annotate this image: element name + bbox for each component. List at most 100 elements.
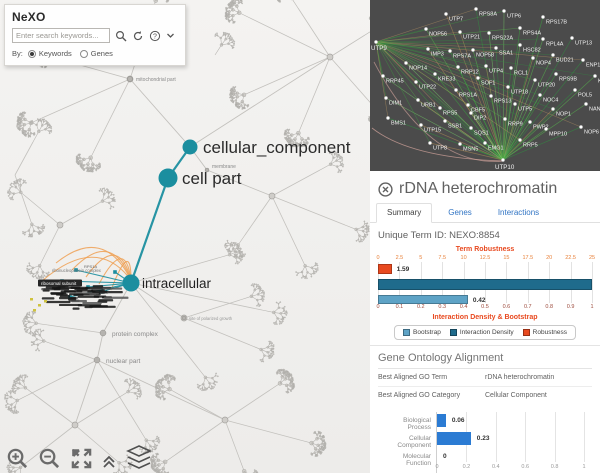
search-icon[interactable]: [115, 30, 127, 42]
gene-node-UTP5[interactable]: [513, 102, 517, 106]
radio-genes[interactable]: Genes: [79, 49, 113, 58]
gene-node-POL5[interactable]: [573, 88, 577, 92]
reset-icon[interactable]: [132, 30, 144, 42]
gene-node-UTP20[interactable]: [533, 78, 537, 82]
gene-node-DIP2[interactable]: [469, 111, 473, 115]
graph-node-intracellular[interactable]: [122, 274, 140, 292]
gene-node-EMG1[interactable]: [483, 141, 487, 145]
gene-node-UTP13[interactable]: [570, 36, 574, 40]
gene-interaction-network[interactable]: UTP9 UTP7 RPS8A UTP6 RPS17B NOP56 UTP21 RPS22A R…: [370, 0, 600, 171]
graph-node-nuclear-part[interactable]: [93, 356, 101, 364]
tab-interactions[interactable]: Interactions: [497, 208, 540, 217]
gene-node-UTP4[interactable]: [484, 64, 488, 68]
gene-node-RRP45[interactable]: [381, 74, 385, 78]
gene-node-RCL1[interactable]: [509, 66, 513, 70]
gene-node-UTP22[interactable]: [414, 80, 418, 84]
gene-label-SQS1: SQS1: [474, 131, 489, 137]
gene-node-RPS13[interactable]: [489, 94, 493, 98]
gene-node-NOP1[interactable]: [551, 107, 555, 111]
gene-node-UTP15[interactable]: [419, 123, 423, 127]
gene-node-IMP3[interactable]: [426, 47, 430, 51]
graph-node-mitochondrial-part[interactable]: [127, 76, 133, 82]
gene-node-UTP21[interactable]: [458, 30, 462, 34]
gene-node-UTP10[interactable]: [501, 158, 505, 162]
gene-node-SSA1[interactable]: [494, 46, 498, 50]
search-input[interactable]: [12, 28, 110, 43]
ontology-canvas[interactable]: cellular_component cell part intracellular…: [0, 0, 370, 473]
gene-node-NOP6[interactable]: [579, 125, 583, 129]
gene-node-RPS1A[interactable]: [454, 88, 458, 92]
tab-summary[interactable]: Summary: [376, 203, 433, 223]
gene-node-RRP9[interactable]: [503, 117, 507, 121]
gene-node-PWP2[interactable]: [528, 120, 532, 124]
gene-node-RPS8A[interactable]: [474, 7, 478, 11]
gene-label-RPS4A: RPS4A: [523, 31, 541, 37]
fit-view-button[interactable]: [70, 447, 93, 470]
gene-node-NOP4[interactable]: [531, 56, 535, 60]
bar-interaction-density: [378, 279, 592, 290]
gene-node-DIM1[interactable]: [384, 96, 388, 100]
gene-node-RPL4A[interactable]: [541, 37, 545, 41]
gene-node-SOF1[interactable]: [476, 76, 480, 80]
bottom-axis-tick: 0.3: [438, 304, 447, 310]
gene-node-BUD21[interactable]: [551, 53, 555, 57]
gene-node-NOP56[interactable]: [424, 27, 428, 31]
gene-label-UTP4: UTP4: [489, 69, 503, 75]
gene-node-MSN5[interactable]: [458, 142, 462, 146]
bottom-axis-tick: 0.6: [502, 304, 511, 310]
radio-button[interactable]: [27, 49, 36, 58]
gene-node-UTP6[interactable]: [502, 9, 506, 13]
gene-node-BMS1[interactable]: [386, 116, 390, 120]
gene-node-RPS9B[interactable]: [554, 72, 558, 76]
gene-node-SQS1[interactable]: [469, 126, 473, 130]
gene-node-NOP14[interactable]: [404, 61, 408, 65]
gene-node-SSB1[interactable]: [443, 119, 447, 123]
go-table-row: Best Aligned GO Category Cellular Compone…: [378, 386, 592, 404]
gene-node-RPS4A[interactable]: [518, 26, 522, 30]
close-icon[interactable]: [378, 181, 393, 197]
gene-network-svg[interactable]: UTP9 UTP7 RPS8A UTP6 RPS17B NOP56 UTP21 RPS22A R…: [370, 0, 600, 171]
tab-genes[interactable]: Genes: [448, 208, 472, 217]
gene-node-RRP5[interactable]: [518, 138, 522, 142]
gene-node-RPS5[interactable]: [438, 106, 442, 110]
gene-node-RRP12[interactable]: [456, 65, 460, 69]
gene-node-UTP7[interactable]: [444, 12, 448, 16]
gene-node-UTP8[interactable]: [428, 141, 432, 145]
gene-node-UTP18[interactable]: [506, 85, 510, 89]
zoom-in-button[interactable]: [6, 447, 29, 470]
graph-node-site-of-polarized-growth[interactable]: [181, 315, 187, 321]
graph-node-protein-complex[interactable]: [99, 329, 107, 337]
bottom-axis-tick: 0.8: [545, 304, 554, 310]
graph-node-membrane[interactable]: [204, 167, 210, 173]
gene-node-UTP9[interactable]: [374, 40, 378, 44]
gene-node-KRR1[interactable]: [593, 74, 597, 78]
svg-text:?: ?: [153, 33, 157, 40]
gene-node-NOP58[interactable]: [471, 48, 475, 52]
gene-node-NOC4[interactable]: [538, 93, 542, 97]
gene-node-RPS22A[interactable]: [487, 31, 491, 35]
graph-node-cellular-component[interactable]: [182, 139, 198, 155]
gene-node-URB1[interactable]: [416, 98, 420, 102]
gene-node-NAN1[interactable]: [584, 102, 588, 106]
gene-node-HSC82[interactable]: [518, 43, 522, 47]
bottom-axis-tick: 0.9: [566, 304, 575, 310]
radio-keywords[interactable]: Keywords: [27, 49, 72, 58]
gene-node-MPP10[interactable]: [544, 127, 548, 131]
gene-node-KRE33[interactable]: [433, 72, 437, 76]
radio-button[interactable]: [79, 49, 88, 58]
layers-button[interactable]: [125, 444, 153, 470]
gene-node-ENP1[interactable]: [581, 58, 585, 62]
gene-node-RPS17B[interactable]: [541, 15, 545, 19]
zoom-out-button[interactable]: [38, 447, 61, 470]
search-mode-row: By: Keywords Genes: [12, 49, 178, 58]
graph-node-cell-part[interactable]: [158, 168, 178, 188]
gene-node-CBF5[interactable]: [466, 103, 470, 107]
gene-label-RPS9B: RPS9B: [559, 77, 577, 83]
gene-label-NAN1: NAN1: [589, 107, 600, 113]
collapse-chevrons-icon[interactable]: [102, 454, 116, 470]
chevron-down-icon[interactable]: [166, 31, 175, 40]
bottom-axis-tick: 0.5: [481, 304, 489, 310]
help-icon[interactable]: ?: [149, 30, 161, 42]
gene-node-RPS7A[interactable]: [448, 49, 452, 53]
